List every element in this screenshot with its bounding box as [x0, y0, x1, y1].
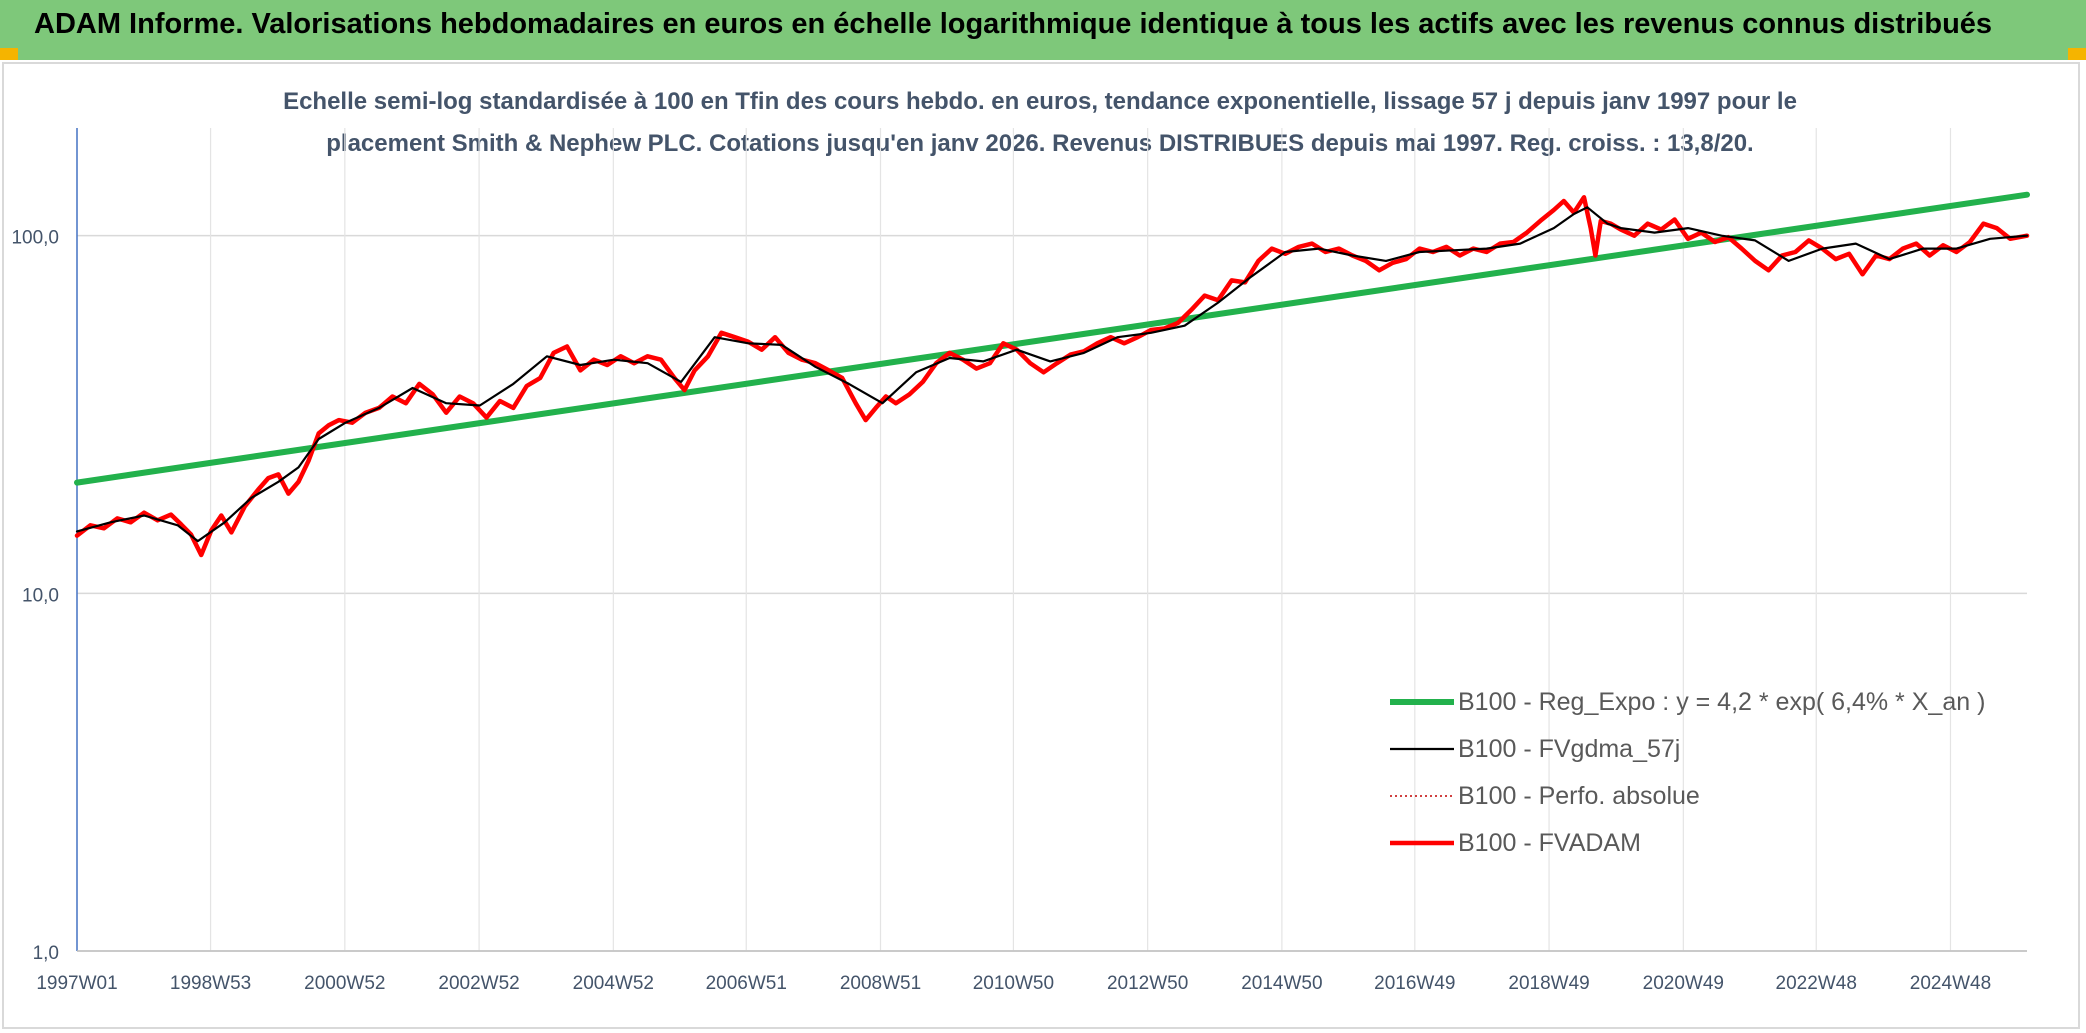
- legend-label: B100 - FVgdma_57j: [1458, 735, 1680, 763]
- legend: B100 - Reg_Expo : y = 4,2 * exp( 6,4% * …: [1390, 688, 1985, 857]
- series-layer: [77, 195, 2027, 555]
- series-line-3: [77, 197, 2027, 555]
- series-line-2: [77, 207, 2027, 541]
- x-tick-label: 2004W52: [573, 973, 654, 994]
- grid-layer: [77, 128, 2027, 951]
- x-tick-label: 2016W49: [1374, 973, 1455, 994]
- legend-label: B100 - Reg_Expo : y = 4,2 * exp( 6,4% * …: [1458, 688, 1985, 716]
- x-tick-label: 2014W50: [1241, 973, 1322, 994]
- legend-label: B100 - FVADAM: [1458, 829, 1641, 857]
- x-tick-label: 1998W53: [170, 973, 251, 994]
- x-tick-label: 2006W51: [706, 973, 787, 994]
- x-tick-label: 2012W50: [1107, 973, 1188, 994]
- x-tick-label: 2024W48: [1910, 973, 1991, 994]
- x-tick-label: 1997W01: [36, 973, 117, 994]
- legend-label: B100 - Perfo. absolue: [1458, 782, 1700, 810]
- x-tick-label: 2018W49: [1508, 973, 1589, 994]
- x-tick-label: 2010W50: [973, 973, 1054, 994]
- x-tick-label: 2022W48: [1776, 973, 1857, 994]
- y-tick-label: 1,0: [33, 943, 59, 964]
- x-tick-label: 2008W51: [840, 973, 921, 994]
- x-tick-label: 2000W52: [304, 973, 385, 994]
- x-tick-label: 2002W52: [438, 973, 519, 994]
- y-tick-label: 10,0: [22, 585, 59, 606]
- series-line-1: [77, 207, 2027, 541]
- x-tick-label: 2020W49: [1643, 973, 1724, 994]
- axes-layer: 1,0 10,0 100,0 1997W01 1998W53 2000W52 2002W52…: [11, 128, 2027, 994]
- y-tick-label: 100,0: [11, 228, 59, 249]
